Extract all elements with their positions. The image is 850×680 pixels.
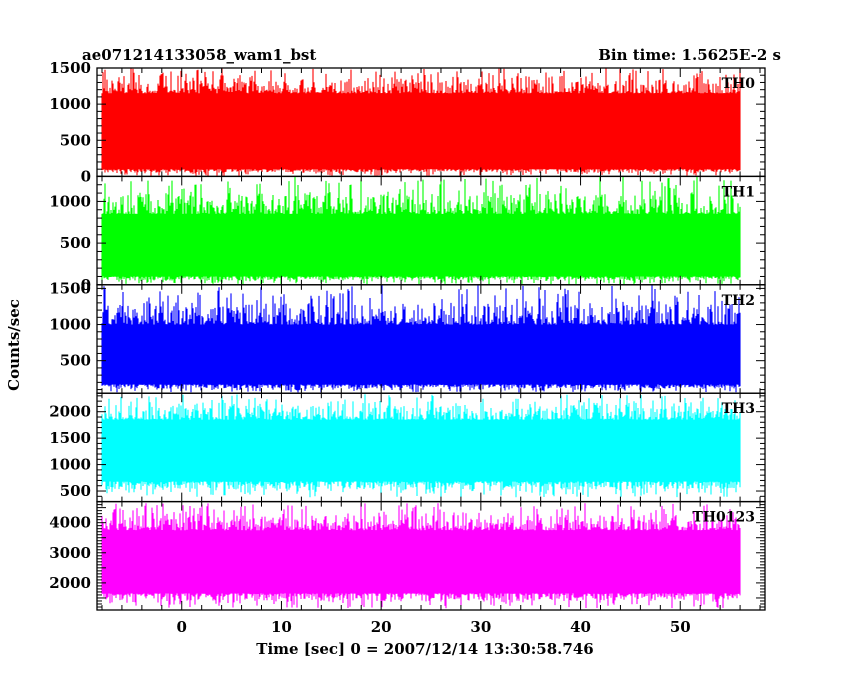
series-label-th0: TH0 (722, 76, 756, 92)
x-tick-label: 30 (470, 618, 491, 636)
series-label-th2: TH2 (722, 293, 755, 309)
y-tick-label: 2000 (49, 403, 91, 421)
chart-title-left: ae071214133058_wam1_bst (82, 46, 316, 64)
series-th1-trace (101, 176, 741, 285)
x-tick-label: 40 (570, 618, 591, 636)
series-label-th3: TH3 (722, 401, 755, 417)
chart-title-right: Bin time: 1.5625E-2 s (598, 46, 781, 64)
panel-th1: 0 500 1000 TH1 (49, 175, 766, 294)
y-tick-label: 1000 (49, 95, 91, 113)
y-tick-label: 3000 (49, 544, 91, 562)
y-tick-label: 500 (60, 482, 91, 500)
y-tick-label: 2000 (49, 574, 91, 592)
x-tick-label: 50 (670, 618, 691, 636)
x-axis-label: Time [sec] 0 = 2007/12/14 13:30:58.746 (256, 640, 593, 658)
y-tick-label: 4000 (49, 514, 91, 532)
series-th3-trace (101, 394, 741, 498)
panel-th0: 0 500 1000 1500 TH0 (49, 59, 766, 185)
y-tick-label: 0 (81, 276, 91, 294)
series-th0123-trace (101, 503, 741, 609)
x-tick-label: 10 (271, 618, 292, 636)
y-tick-label: 1000 (49, 316, 91, 334)
y-tick-label: 500 (60, 131, 91, 149)
x-tick-label: 0 (177, 618, 187, 636)
y-tick-label: 1500 (49, 429, 91, 447)
panel-th2: 500 1000 1500 TH2 (49, 279, 766, 394)
plot-area: 050010001500TH005001000TH150010001500TH2… (49, 59, 766, 636)
y-tick-label: 1000 (49, 192, 91, 210)
y-axis-label: Counts/sec (5, 299, 23, 391)
series-th2-trace (101, 285, 741, 393)
series-label-th0123: TH0123 (692, 510, 755, 526)
panel-th0123: 2000 3000 4000 TH0123 (49, 500, 766, 611)
series-label-th1: TH1 (722, 184, 755, 200)
y-tick-label: 500 (60, 352, 91, 370)
y-tick-label: 500 (60, 234, 91, 252)
y-tick-label: 1500 (49, 279, 91, 297)
series-th0-trace (101, 68, 741, 176)
y-tick-label: 1500 (49, 59, 91, 77)
y-tick-label: 1000 (49, 456, 91, 474)
y-tick-label: 0 (81, 167, 91, 185)
panel-th3: 500 1000 1500 2000 TH3 (49, 392, 766, 503)
x-tick-label: 20 (371, 618, 392, 636)
